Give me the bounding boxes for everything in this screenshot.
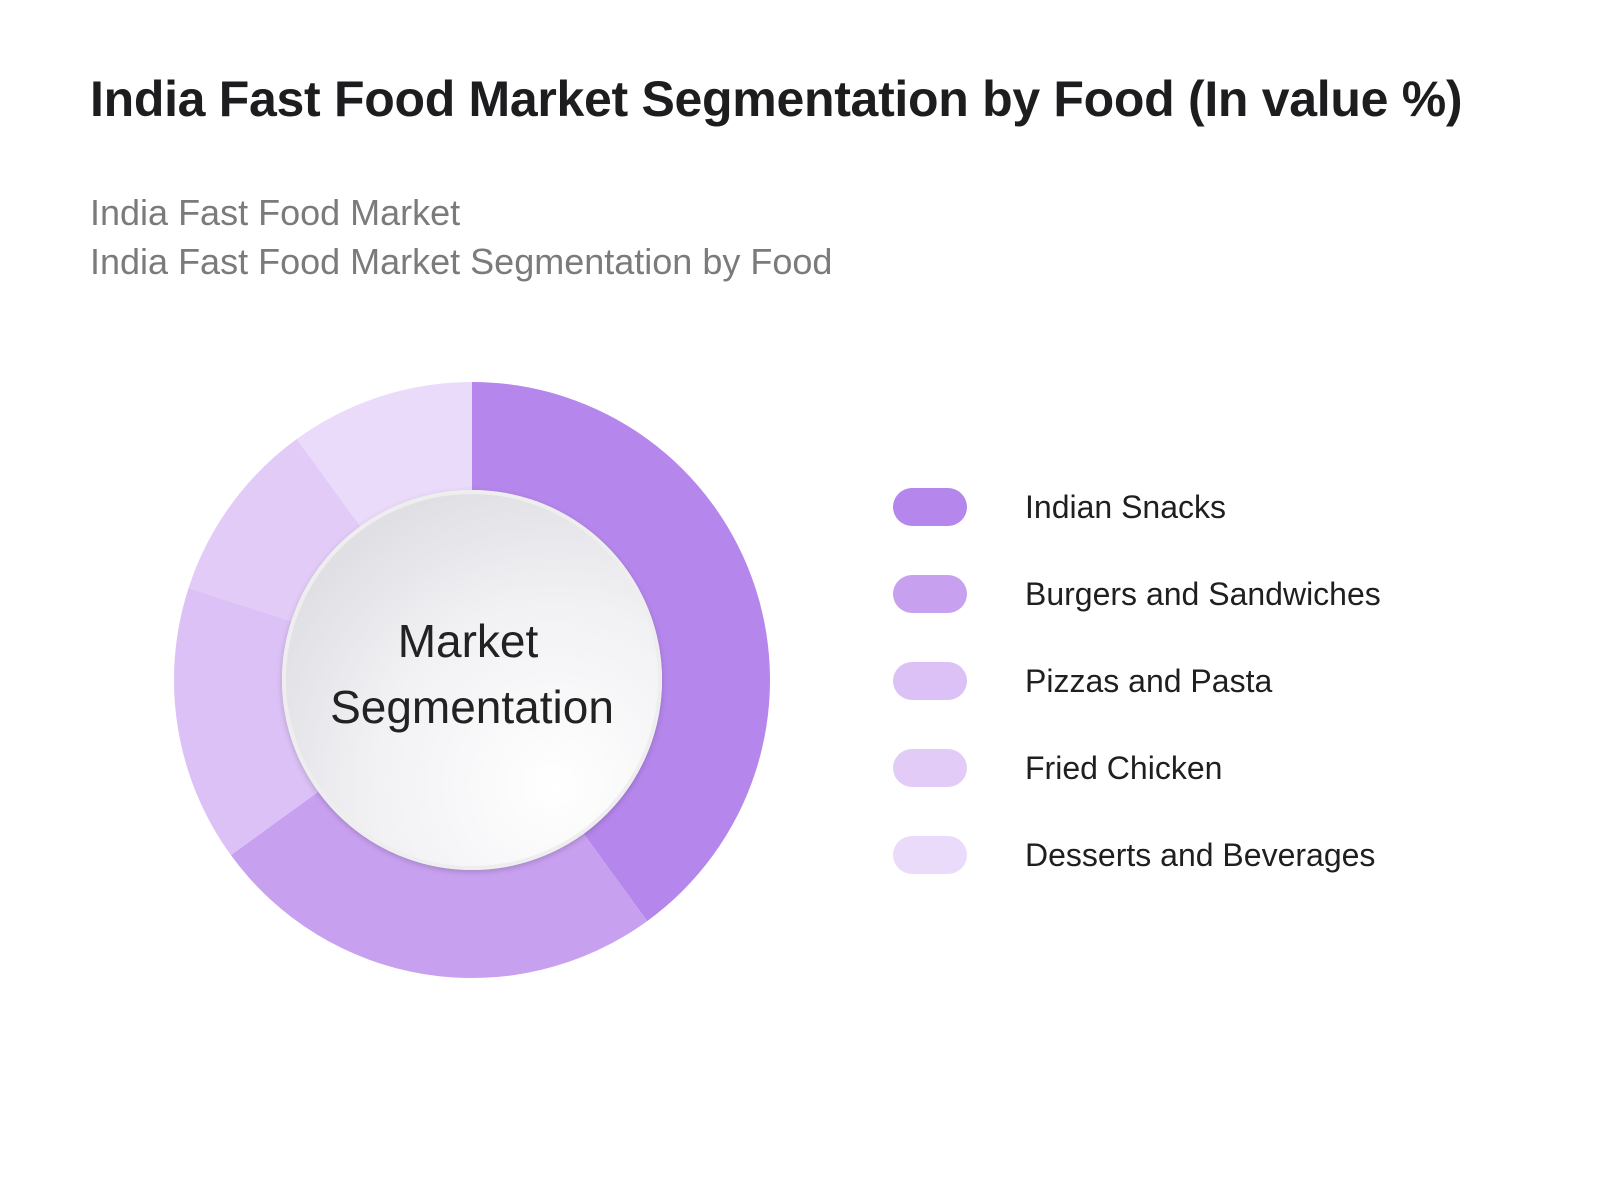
subtitle-block: India Fast Food Market India Fast Food M… bbox=[90, 188, 832, 286]
legend-item: Indian Snacks bbox=[893, 488, 1493, 526]
chart-title: India Fast Food Market Segmentation by F… bbox=[90, 71, 1463, 127]
legend-swatch bbox=[893, 488, 967, 526]
legend-label: Burgers and Sandwiches bbox=[1025, 576, 1381, 612]
legend-label: Pizzas and Pasta bbox=[1025, 663, 1273, 699]
donut-slices bbox=[173, 382, 771, 978]
legend-swatch bbox=[893, 749, 967, 787]
legend-item: Fried Chicken bbox=[893, 749, 1493, 787]
legend-swatch bbox=[893, 662, 967, 700]
subtitle-line: India Fast Food Market bbox=[90, 192, 461, 233]
donut-center-disc bbox=[282, 490, 662, 870]
legend-swatch bbox=[893, 836, 967, 874]
legend-item: Burgers and Sandwiches bbox=[893, 575, 1493, 613]
legend-item: Pizzas and Pasta bbox=[893, 662, 1493, 700]
legend-label: Fried Chicken bbox=[1025, 750, 1223, 786]
donut-slice-desserts-and-beverages bbox=[296, 382, 472, 527]
center-label-line-2: Segmentation bbox=[330, 681, 614, 733]
legend-label: Desserts and Beverages bbox=[1025, 837, 1376, 873]
legend-label: Indian Snacks bbox=[1025, 489, 1227, 525]
legend-swatch bbox=[893, 575, 967, 613]
donut-slice-fried-chicken bbox=[188, 438, 361, 622]
donut-slice-burgers-and-sandwiches bbox=[230, 791, 648, 978]
donut-slice-pizzas-and-pasta bbox=[173, 587, 319, 856]
center-label-line-1: Market bbox=[398, 615, 539, 667]
subtitle-line: India Fast Food Market Segmentation by F… bbox=[90, 241, 833, 282]
donut-slice-indian-snacks bbox=[472, 382, 771, 922]
legend-item: Desserts and Beverages bbox=[893, 836, 1493, 874]
